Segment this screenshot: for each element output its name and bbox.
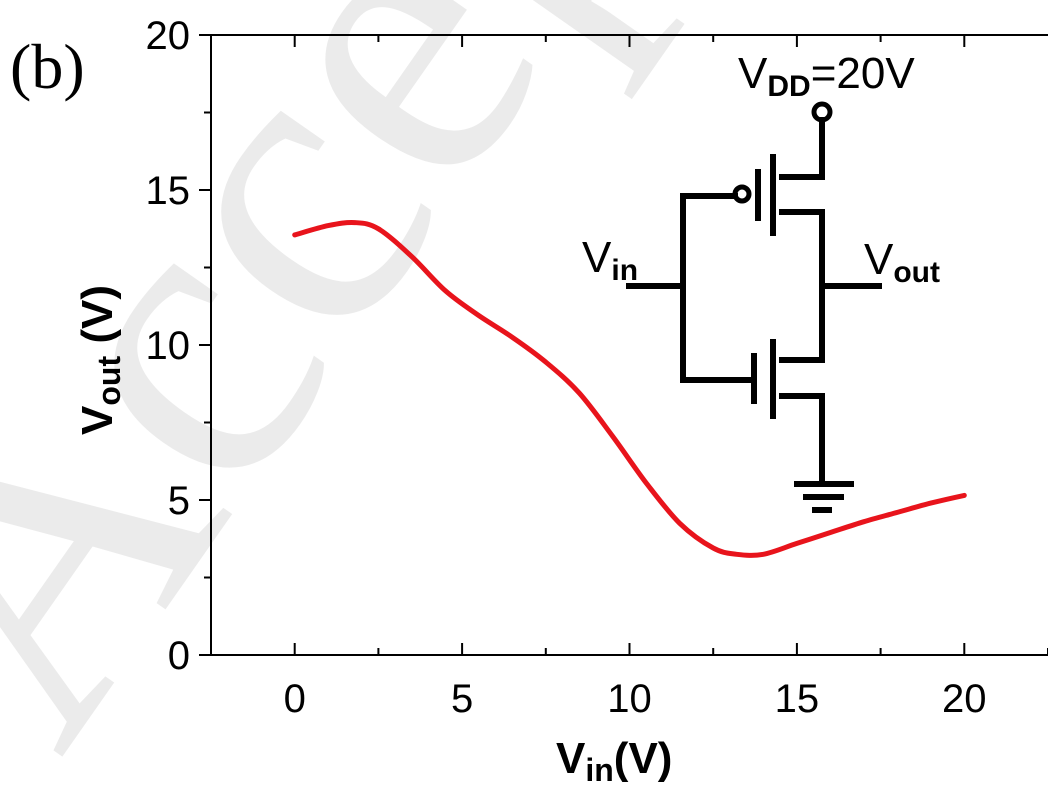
x-axis-label-sub: in [585,752,613,787]
y-tick-label: 0 [168,634,190,678]
x-tick-label: 20 [942,677,987,721]
x-tick-label: 10 [607,677,652,721]
vdd-label: VDD=20V [738,49,915,103]
ground-wire [779,393,825,487]
y-axis-label-main: V [73,405,122,435]
y-tick-label: 15 [146,169,191,213]
output-node-wire [779,209,825,363]
panel-label: (b) [10,31,85,102]
gate-input-wire [680,193,751,383]
y-axis-label-sub: out [91,356,127,406]
x-tick-label: 0 [284,677,306,721]
y-tick-label: 10 [146,324,191,368]
x-axis-label-unit: (V) [614,734,673,783]
series-group [292,219,967,558]
x-axis-label: Vin(V) [556,734,672,787]
y-axis-label-unit: (V) [73,285,122,356]
x-tick-label: 5 [451,677,473,721]
x-axis-label-main: V [556,734,586,783]
y-tick-label: 20 [146,14,191,58]
inverter-circuit-diagram: VDD=20V Vin Vout [582,49,940,513]
x-tick-label: 15 [775,677,820,721]
vin-label: Vin [582,233,638,287]
vout-label: Vout [864,235,940,289]
y-tick-label: 5 [168,479,190,523]
ticks: 0 5 10 15 20 0 5 10 15 20 [146,14,1048,721]
vtc-series-line [292,219,967,558]
svg-text:Vin(V): Vin(V) [556,734,672,787]
svg-text:Vout (V): Vout (V) [73,285,127,435]
y-axis-label: Vout (V) [73,285,127,435]
vdd-wire [779,117,825,180]
